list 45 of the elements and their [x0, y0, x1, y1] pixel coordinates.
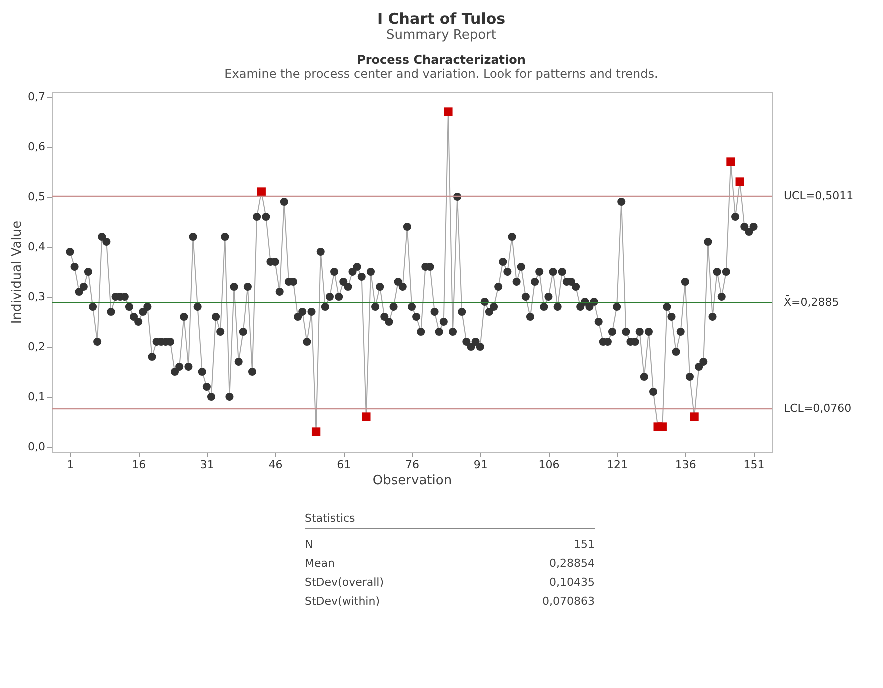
text: 0,10435 — [550, 575, 595, 591]
y-tick-label: 0,0 — [28, 440, 46, 454]
x-tick-label: 136 — [675, 458, 696, 472]
ref-line-label: UCL=0,5011 — [784, 189, 854, 202]
x-tick-label: 16 — [132, 458, 146, 472]
point — [444, 108, 453, 116]
y-tick-label: 0,2 — [28, 340, 46, 354]
x-tick-label: 1 — [67, 458, 74, 472]
y-tick-label: 0,1 — [28, 390, 46, 404]
point — [690, 412, 699, 422]
chart-subtitle: Summary Report — [385, 28, 498, 43]
point — [736, 178, 744, 186]
text: Examine the process center and variation. Look for patterns and trends. — [224, 67, 660, 81]
text: StDev(within) — [305, 594, 380, 610]
point — [312, 428, 321, 436]
y-tick-label: 0,4 — [28, 240, 46, 254]
x-tick-label: 106 — [538, 458, 560, 472]
x-tick-label: 76 — [406, 458, 420, 472]
x-tick-label: 31 — [200, 458, 214, 472]
text: N — [305, 537, 314, 553]
y-tick-label: 0,6 — [28, 140, 46, 154]
y-axis-title: Individual Value — [10, 220, 26, 324]
point — [658, 422, 667, 432]
point — [726, 158, 736, 166]
x-axis-title: Observation — [372, 474, 452, 488]
ref-line-label: X̄=0,2885 — [784, 294, 840, 309]
point — [257, 188, 266, 196]
text: Process Characterization — [356, 53, 527, 67]
y-tick-label: 0,7 — [28, 90, 46, 104]
point — [362, 412, 371, 422]
x-tick-label: 151 — [744, 458, 765, 472]
y-tick-label: 0,3 — [28, 290, 46, 304]
x-tick-label: 61 — [337, 458, 352, 472]
x-tick-label: 91 — [474, 458, 488, 472]
x-tick-label: 46 — [268, 458, 283, 472]
ref-line-label: LCL=0,0760 — [784, 402, 852, 415]
text: 0,070863 — [542, 594, 595, 610]
text: 0,28854 — [550, 556, 595, 572]
text: StDev(overall) — [305, 575, 384, 591]
text: 151 — [574, 537, 595, 553]
text: Mean — [305, 556, 335, 572]
text: Statistics — [305, 512, 595, 529]
chart-title: I Chart of Tulos — [376, 10, 507, 28]
x-tick-label: 121 — [607, 458, 628, 472]
y-tick-label: 0,5 — [28, 190, 46, 204]
